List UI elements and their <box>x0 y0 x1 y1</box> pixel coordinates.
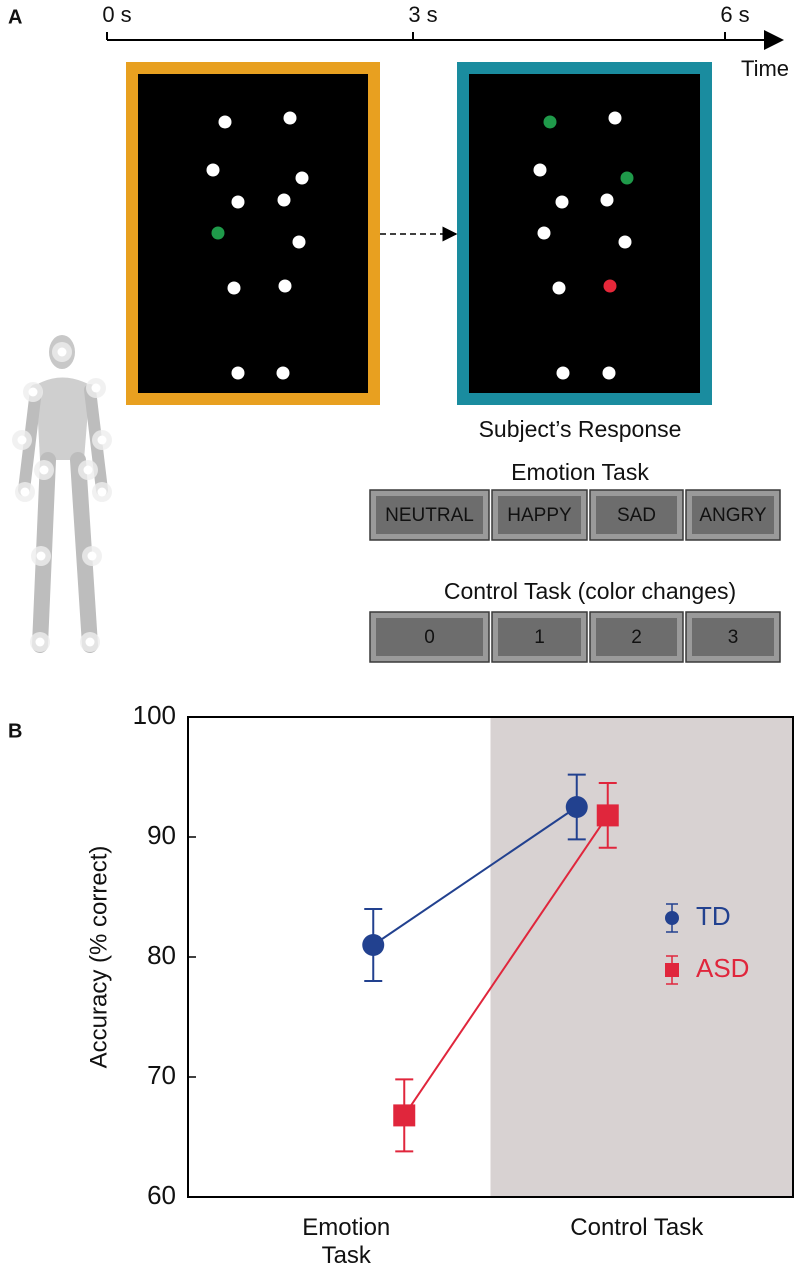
joint <box>85 637 95 647</box>
data-point <box>393 1104 416 1127</box>
button-label[interactable]: 3 <box>728 627 739 648</box>
timeline-tick-label: 6 s <box>720 2 749 27</box>
joint <box>83 465 93 475</box>
joint <box>57 347 67 357</box>
point-light <box>533 163 547 177</box>
joint <box>20 487 30 497</box>
legend-label: ASD <box>696 953 749 983</box>
joint <box>36 551 46 561</box>
point-light <box>543 115 557 129</box>
human-figure <box>12 335 112 653</box>
point-light <box>276 366 290 380</box>
data-point <box>596 804 619 827</box>
response-label: Subject’s Response <box>479 416 682 442</box>
panel-label: B <box>8 720 22 742</box>
timeline-tick-label: 3 s <box>408 2 437 27</box>
legend-label: TD <box>696 901 731 931</box>
button-face <box>596 496 677 534</box>
joint <box>97 487 107 497</box>
x-tick-label: Emotion Task <box>302 1214 391 1269</box>
y-tick-label: 80 <box>147 940 176 970</box>
panel-label: A <box>8 6 22 28</box>
data-point <box>565 796 588 818</box>
joint <box>35 637 45 647</box>
joint <box>17 435 27 445</box>
button-label[interactable]: NEUTRAL <box>385 505 474 526</box>
point-light <box>227 281 241 295</box>
shaded-region <box>490 718 792 1196</box>
y-tick-label: 60 <box>147 1180 176 1210</box>
legend-marker <box>665 911 679 925</box>
y-tick-label: 100 <box>133 700 176 730</box>
stimulus-frame <box>126 62 380 405</box>
point-light <box>602 366 616 380</box>
response-frame <box>457 62 712 405</box>
joint <box>28 387 38 397</box>
point-light <box>620 171 634 185</box>
series-line <box>403 814 609 1116</box>
button-label[interactable]: SAD <box>617 505 656 526</box>
point-light <box>618 235 632 249</box>
button-label[interactable]: 1 <box>534 627 545 648</box>
joint <box>97 435 107 445</box>
data-point <box>362 934 385 956</box>
button-face <box>692 496 774 534</box>
point-light <box>283 111 297 125</box>
joint <box>39 465 49 475</box>
point-light <box>231 366 245 380</box>
task-title: Emotion Task <box>511 459 649 485</box>
time-label: Time <box>741 56 789 81</box>
y-tick-label: 70 <box>147 1060 176 1090</box>
point-light <box>206 163 220 177</box>
point-light <box>295 171 309 185</box>
point-light <box>603 279 617 293</box>
button-face <box>596 618 677 656</box>
legend-marker <box>665 963 679 977</box>
point-light <box>292 235 306 249</box>
point-light <box>537 226 551 240</box>
x-tick-label: Control Task <box>570 1214 704 1241</box>
button-face <box>498 496 581 534</box>
joint <box>87 551 97 561</box>
joint <box>91 383 101 393</box>
button-label[interactable]: 2 <box>631 627 642 648</box>
button-label[interactable]: ANGRY <box>699 505 767 526</box>
point-light <box>277 193 291 207</box>
button-face <box>376 496 483 534</box>
task-title: Control Task (color changes) <box>444 578 736 604</box>
button-face <box>498 618 581 656</box>
point-light <box>218 115 232 129</box>
point-light <box>211 226 225 240</box>
point-light <box>608 111 622 125</box>
point-light <box>556 366 570 380</box>
y-axis-label: Accuracy (% correct) <box>85 846 112 1069</box>
button-label[interactable]: HAPPY <box>507 505 572 526</box>
timeline-tick-label: 0 s <box>102 2 131 27</box>
point-light <box>278 279 292 293</box>
point-light <box>555 195 569 209</box>
point-light <box>231 195 245 209</box>
y-tick-label: 90 <box>147 820 176 850</box>
point-light <box>552 281 566 295</box>
point-light <box>600 193 614 207</box>
button-face <box>376 618 483 656</box>
button-face <box>692 618 774 656</box>
button-label[interactable]: 0 <box>424 627 435 648</box>
series-line <box>372 806 578 946</box>
